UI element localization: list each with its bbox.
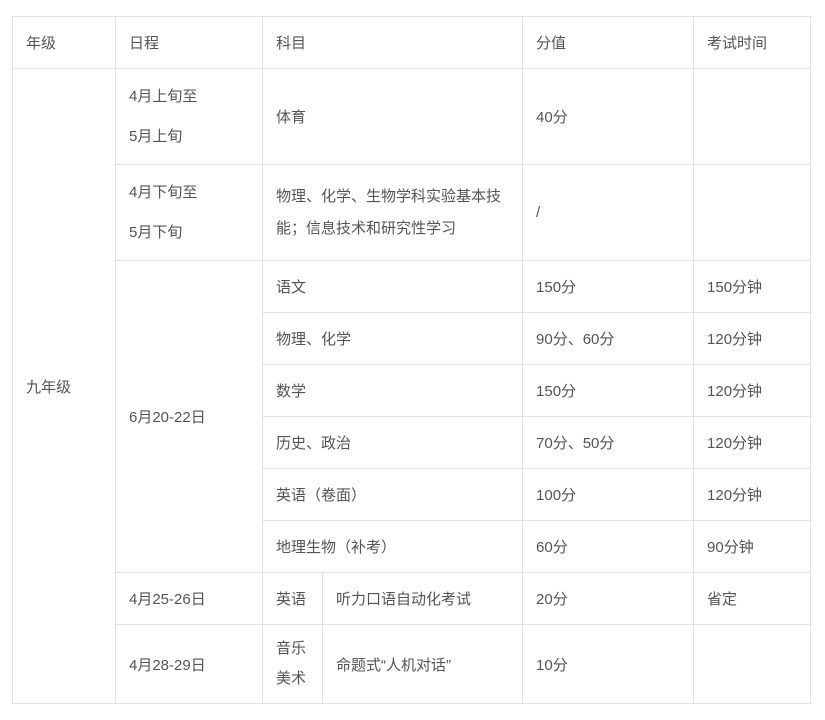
date-line: 5月上旬 bbox=[129, 127, 183, 145]
score-cell: 100分 bbox=[522, 468, 695, 521]
exam-schedule-table: 年级 日程 科目 分值 考试时间 九年级 4月上旬至 5月上旬 体育 40分 bbox=[12, 16, 812, 704]
date-line: 4月上旬至 bbox=[129, 87, 198, 105]
duration-cell: 120分钟 bbox=[693, 416, 812, 469]
duration-cell: 120分钟 bbox=[693, 312, 812, 365]
score-cell: 10分 bbox=[522, 624, 695, 704]
table-row: 物理、化学 90分、60分 120分钟 bbox=[13, 312, 812, 365]
header-score: 分值 bbox=[522, 16, 695, 69]
score-cell: 150分 bbox=[522, 260, 695, 313]
subject-cell: 英语 bbox=[262, 572, 323, 625]
score-cell: 90分、60分 bbox=[522, 312, 695, 365]
subject-cell: 语文 bbox=[261, 260, 524, 313]
header-duration: 考试时间 bbox=[693, 16, 812, 69]
score-cell: 20分 bbox=[522, 572, 695, 625]
table-row: 数学 150分 120分钟 bbox=[13, 364, 812, 417]
date-cell: 4月下旬至 5月下旬 bbox=[115, 164, 263, 261]
duration-cell: 90分钟 bbox=[693, 520, 812, 573]
subject-detail-cell: 听力口语自动化考试 bbox=[321, 572, 524, 625]
date-cell: 4月25-26日 bbox=[115, 572, 263, 625]
duration-cell bbox=[693, 164, 812, 261]
header-schedule: 日程 bbox=[115, 16, 263, 69]
table-row: 6月20-22日 语文 150分 150分钟 bbox=[13, 260, 812, 573]
table-header-row: 年级 日程 科目 分值 考试时间 bbox=[12, 16, 812, 69]
subject-cell: 音乐 美术 bbox=[262, 624, 323, 704]
subject-cell: 英语（卷面） bbox=[261, 468, 524, 521]
table-row: 英语（卷面） 100分 120分钟 bbox=[13, 468, 812, 521]
duration-cell bbox=[693, 624, 812, 704]
date-cell: 4月28-29日 bbox=[115, 624, 263, 704]
subject-cell: 物理、化学 bbox=[261, 312, 524, 365]
subject-line: 美术 bbox=[276, 670, 307, 687]
duration-cell: 省定 bbox=[693, 572, 812, 625]
table-row: 4月下旬至 5月下旬 物理、化学、生物学科实验基本技能；信息技术和研究性学习 / bbox=[13, 164, 812, 261]
duration-cell: 120分钟 bbox=[693, 364, 812, 417]
table-row: 九年级 4月上旬至 5月上旬 体育 40分 bbox=[12, 68, 812, 704]
subject-line: 音乐 bbox=[276, 640, 307, 657]
subject-cell: 体育 bbox=[261, 68, 524, 165]
header-subject: 科目 bbox=[261, 16, 524, 69]
duration-cell: 120分钟 bbox=[693, 468, 812, 521]
table-row: 地理生物（补考） 60分 90分钟 bbox=[13, 520, 812, 573]
duration-cell bbox=[693, 68, 812, 165]
subject-detail-cell: 命题式“人机对话” bbox=[321, 624, 524, 704]
subject-cell: 数学 bbox=[261, 364, 524, 417]
table-row: 历史、政治 70分、50分 120分钟 bbox=[13, 416, 812, 469]
date-cell: 4月上旬至 5月上旬 bbox=[115, 68, 263, 165]
table-row: 4月25-26日 英语 听力口语自动化考试 20分 省定 bbox=[13, 572, 812, 625]
duration-cell: 150分钟 bbox=[693, 260, 812, 313]
subject-cell: 地理生物（补考） bbox=[261, 520, 524, 573]
score-cell: 70分、50分 bbox=[522, 416, 695, 469]
score-cell: 150分 bbox=[522, 364, 695, 417]
date-line: 4月下旬至 bbox=[129, 183, 198, 201]
grade-cell: 九年级 bbox=[12, 68, 116, 704]
subject-cell: 物理、化学、生物学科实验基本技能；信息技术和研究性学习 bbox=[261, 164, 524, 261]
score-cell: 40分 bbox=[522, 68, 695, 165]
subject-cell: 历史、政治 bbox=[261, 416, 524, 469]
date-cell: 6月20-22日 bbox=[115, 260, 263, 573]
table-row: 4月28-29日 音乐 美术 命题式“人机对话” 10分 bbox=[13, 624, 812, 704]
header-grade: 年级 bbox=[12, 16, 116, 69]
score-cell: / bbox=[522, 164, 695, 261]
date-line: 5月下旬 bbox=[129, 223, 183, 241]
score-cell: 60分 bbox=[522, 520, 695, 573]
